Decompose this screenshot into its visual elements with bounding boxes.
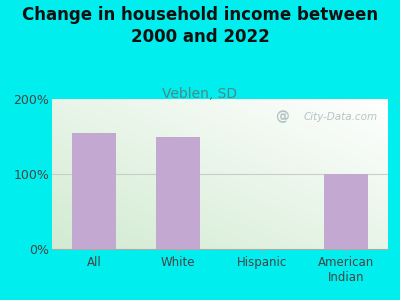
Bar <box>156 136 200 249</box>
Text: City-Data.com: City-Data.com <box>304 112 378 122</box>
Text: Veblen, SD: Veblen, SD <box>162 87 238 101</box>
Bar <box>72 133 116 249</box>
Text: @: @ <box>275 110 289 124</box>
Bar <box>324 174 368 249</box>
Text: Change in household income between
2000 and 2022: Change in household income between 2000 … <box>22 6 378 46</box>
